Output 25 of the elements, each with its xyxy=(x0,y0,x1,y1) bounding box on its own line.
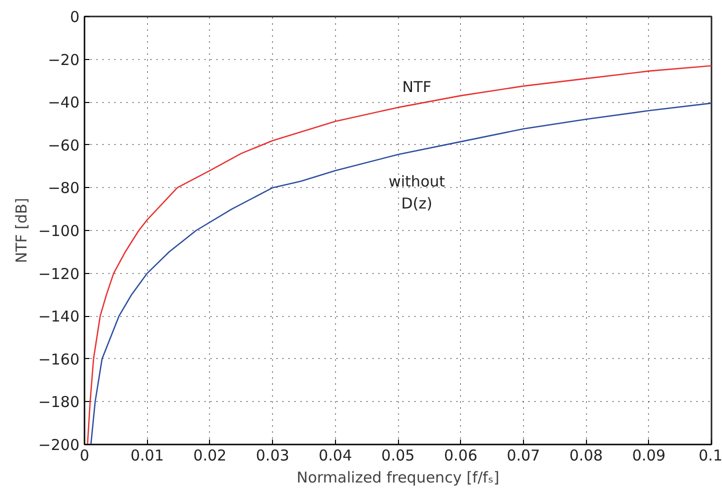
y-tick-label: −40 xyxy=(48,94,80,112)
x-tick-label: 0.01 xyxy=(130,446,164,464)
y-tick-label: 0 xyxy=(70,8,80,26)
x-tick-label: 0.08 xyxy=(569,446,603,464)
y-tick-label: −200 xyxy=(38,436,80,454)
x-tick-label: 0.04 xyxy=(318,446,352,464)
y-tick-label: −60 xyxy=(48,136,80,154)
x-tick-label: 0.1 xyxy=(698,446,722,464)
y-tick-label: −20 xyxy=(48,50,80,69)
y-tick-label: −120 xyxy=(38,264,80,283)
x-tick-label: 0.09 xyxy=(632,446,666,464)
y-tick-label: −100 xyxy=(38,222,80,240)
x-tick-label: 0.03 xyxy=(256,446,290,464)
series-label: without D(z) xyxy=(388,172,446,212)
y-tick-label: −80 xyxy=(48,179,80,198)
series-label: NTF xyxy=(402,78,432,96)
x-tick-label: 0.02 xyxy=(193,446,227,464)
x-axis-title: Normalized frequency [f/fₛ] xyxy=(296,468,500,486)
x-tick-label: 0.07 xyxy=(506,446,540,464)
y-tick-label: −180 xyxy=(38,393,80,412)
y-tick-label: −160 xyxy=(38,350,80,368)
x-tick-label: 0.06 xyxy=(444,446,478,464)
y-axis-title: NTF [dB] xyxy=(12,198,30,264)
x-tick-label: 0.05 xyxy=(381,446,415,464)
y-tick-label: −140 xyxy=(38,308,80,326)
